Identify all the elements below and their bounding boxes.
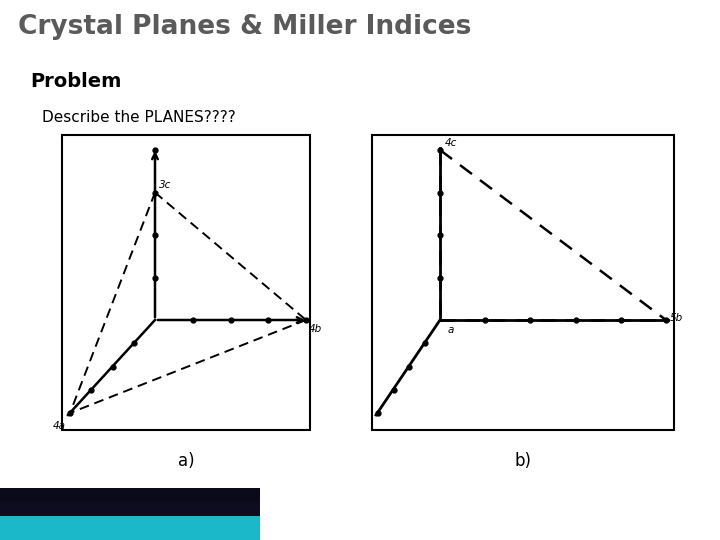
Bar xyxy=(0,488,260,540)
Text: Describe the PLANES????: Describe the PLANES???? xyxy=(42,110,235,125)
Text: 4a: 4a xyxy=(53,421,66,431)
Text: a): a) xyxy=(178,452,194,470)
Text: 3c: 3c xyxy=(159,180,171,191)
Text: 4c: 4c xyxy=(445,138,457,148)
Text: a: a xyxy=(448,325,454,335)
Text: Crystal Planes & Miller Indices: Crystal Planes & Miller Indices xyxy=(18,14,472,40)
Bar xyxy=(62,135,310,430)
Text: 5b: 5b xyxy=(670,313,683,323)
Bar xyxy=(0,488,260,502)
Bar xyxy=(372,135,674,430)
Text: b): b) xyxy=(515,452,531,470)
Text: Problem: Problem xyxy=(30,72,122,91)
Text: 4b: 4b xyxy=(309,324,323,334)
Polygon shape xyxy=(0,502,260,516)
